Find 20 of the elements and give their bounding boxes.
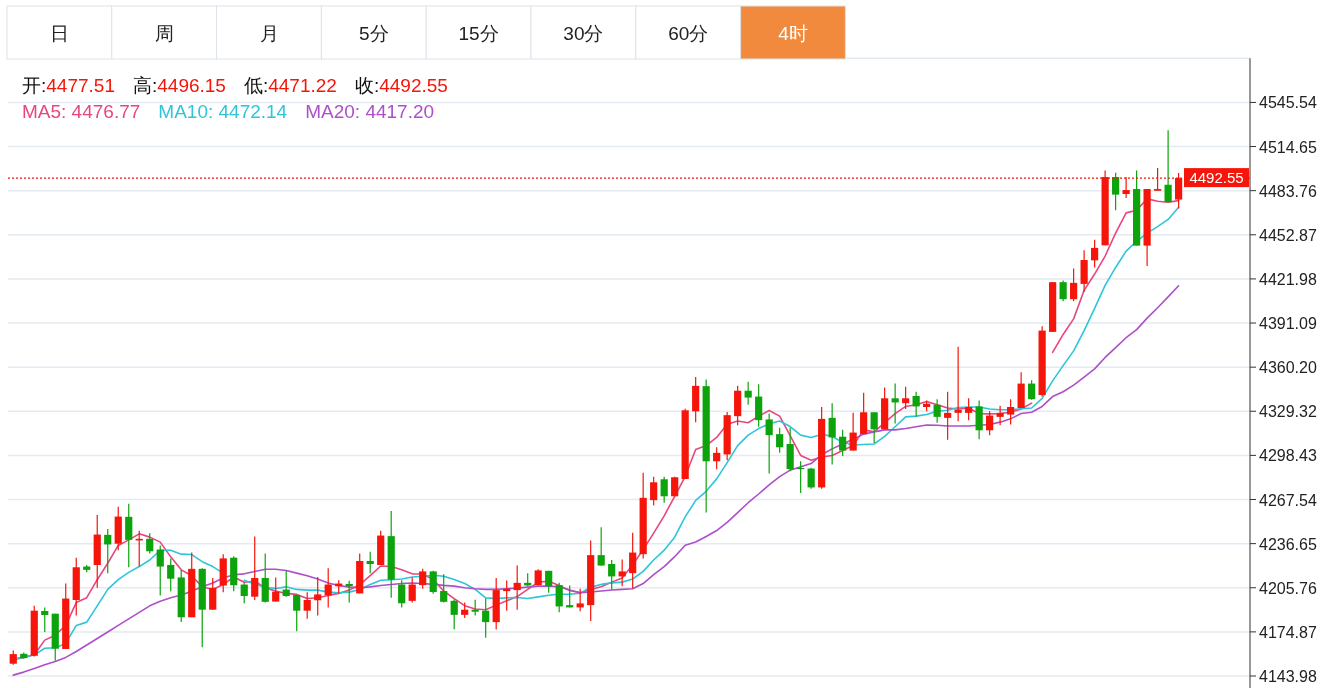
y-tick-label: 4143.98: [1259, 668, 1317, 685]
y-tick-label: 4391.09: [1259, 315, 1317, 333]
text: 收:4492.55: [354, 75, 448, 96]
y-tick-label: 4545.54: [1259, 94, 1317, 112]
y-tick-label: 4452.87: [1259, 226, 1317, 244]
y-tick-label: 4174.87: [1259, 623, 1317, 641]
y-tick-label: 4514.65: [1259, 138, 1317, 156]
ref-line-label: 4492.55: [1189, 169, 1244, 187]
y-tick-label: 4360.20: [1259, 359, 1317, 377]
text: 低:4471.22: [243, 75, 337, 96]
text: 高:4496.15: [132, 75, 226, 96]
y-tick-label: 4483.76: [1259, 182, 1317, 200]
y-tick-label: 4421.98: [1259, 270, 1317, 288]
y-tick-label: 4329.32: [1259, 403, 1317, 421]
y-tick-label: 4205.76: [1259, 579, 1317, 597]
legend: MA5: 4476.77 MA10: 4472.14 MA20: 4417.20: [22, 101, 435, 122]
y-tick-label: 4298.43: [1259, 447, 1317, 465]
text: 开:4477.51: [22, 75, 115, 96]
y-tick-label: 4267.54: [1259, 491, 1317, 509]
y-tick-label: 4236.65: [1259, 535, 1317, 553]
